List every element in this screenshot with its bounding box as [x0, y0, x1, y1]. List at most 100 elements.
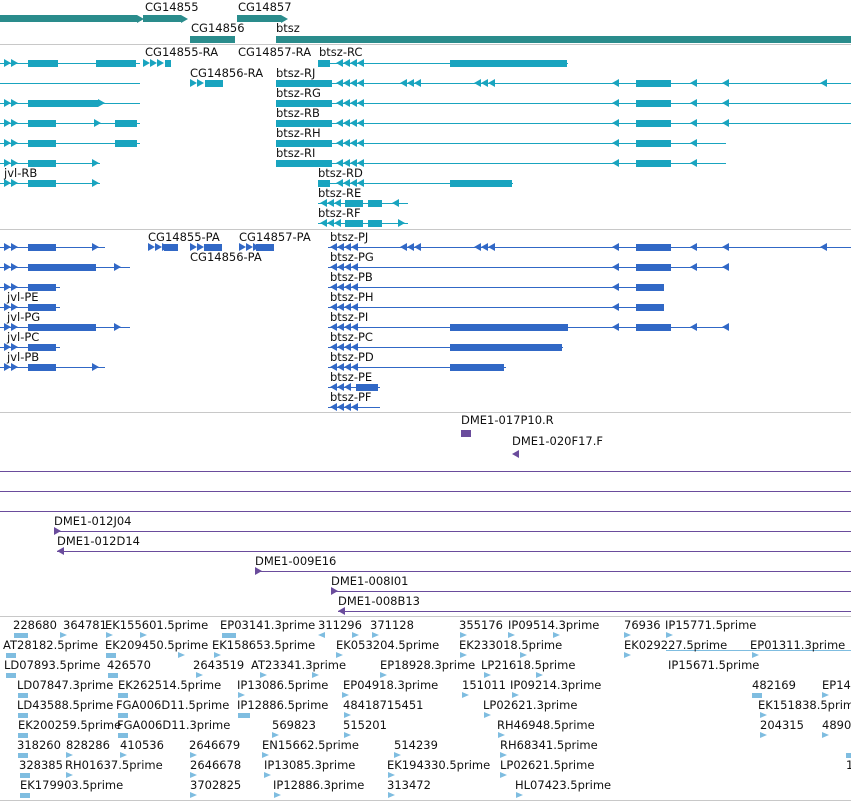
transcripts-exon[interactable]: [636, 160, 671, 167]
proteins-feature-label[interactable]: btsz-PF: [330, 390, 372, 404]
clones-feature-label[interactable]: DME1-008B13: [338, 594, 420, 608]
est-label[interactable]: 1: [846, 758, 851, 772]
proteins-feature-label[interactable]: jvl-PG: [7, 310, 41, 324]
est-arrow-right[interactable]: [190, 792, 197, 798]
est-label[interactable]: 328385: [19, 758, 63, 772]
transcripts-feature-label[interactable]: jvl-RB: [4, 166, 38, 180]
proteins-exon[interactable]: [28, 284, 56, 291]
est-arrow-right[interactable]: [516, 792, 523, 798]
transcripts-exon[interactable]: [636, 140, 671, 147]
transcripts-exon[interactable]: [345, 220, 363, 227]
est-read[interactable]: [18, 713, 28, 718]
est-arrow-right[interactable]: [666, 632, 673, 638]
transcripts-feature-label[interactable]: CG14855-RA: [145, 45, 219, 59]
est-read[interactable]: [752, 693, 762, 698]
proteins-exon[interactable]: [450, 364, 504, 371]
est-read[interactable]: [20, 773, 30, 778]
transcripts-exon[interactable]: [276, 100, 332, 107]
est-arrow-right[interactable]: [484, 712, 491, 718]
transcripts-exon[interactable]: [276, 160, 332, 167]
est-read[interactable]: [118, 693, 128, 698]
est-label[interactable]: EP14: [822, 678, 851, 692]
est-label[interactable]: 76936: [624, 618, 661, 632]
est-label[interactable]: EP18928.3prime: [380, 658, 476, 672]
est-label[interactable]: 2643519: [193, 658, 245, 672]
proteins-feature-label[interactable]: btsz-PE: [330, 370, 373, 384]
clones-feature-label[interactable]: DME1-012D14: [57, 534, 140, 548]
est-arrow-right[interactable]: [66, 772, 73, 778]
proteins-feature-label[interactable]: jvl-PC: [7, 330, 40, 344]
est-label[interactable]: EN15662.5prime: [262, 738, 359, 752]
transcripts-exon[interactable]: [28, 60, 58, 67]
proteins-feature-label[interactable]: CG14857-PA: [239, 230, 311, 244]
est-arrow-right[interactable]: [196, 672, 203, 678]
transcripts-feature-label[interactable]: btsz-RG: [276, 86, 321, 100]
est-label[interactable]: RH01637.5prime: [65, 758, 163, 772]
est-arrow-right[interactable]: [760, 732, 767, 738]
transcripts-exon[interactable]: [318, 60, 330, 67]
proteins-feature-label[interactable]: btsz-PD: [330, 350, 374, 364]
est-label[interactable]: EK179903.5prime: [20, 778, 124, 792]
genes-feature-label[interactable]: CG14856: [191, 21, 245, 35]
est-arrow-right[interactable]: [512, 692, 519, 698]
est-label[interactable]: EK158653.5prime: [212, 638, 316, 652]
est-label[interactable]: 371128: [370, 618, 414, 632]
est-label[interactable]: LD43588.5prime: [17, 698, 114, 712]
est-read[interactable]: [118, 713, 128, 718]
est-read[interactable]: [118, 733, 128, 738]
transcripts-exon[interactable]: [205, 80, 223, 87]
est-label[interactable]: EK194330.5prime: [387, 758, 491, 772]
est-arrow-right[interactable]: [380, 672, 387, 678]
est-label[interactable]: 48418715451: [343, 698, 424, 712]
est-label[interactable]: 204315: [760, 718, 804, 732]
transcripts-exon[interactable]: [450, 60, 567, 67]
est-arrow-right[interactable]: [190, 752, 197, 758]
est-label[interactable]: 2646679: [189, 738, 241, 752]
transcripts-feature-label[interactable]: btsz-RC: [319, 45, 363, 59]
transcripts-exon[interactable]: [636, 80, 671, 87]
est-label[interactable]: 482169: [752, 678, 796, 692]
transcripts-feature-label[interactable]: CG14856-RA: [190, 66, 264, 80]
est-arrow-right[interactable]: [336, 652, 343, 658]
est-label[interactable]: IP09514.3prime: [508, 618, 600, 632]
transcripts-exon[interactable]: [165, 60, 171, 67]
est-label[interactable]: 828286: [66, 738, 110, 752]
est-label[interactable]: 410536: [120, 738, 164, 752]
proteins-feature-label[interactable]: btsz-PC: [330, 330, 373, 344]
transcripts-exon[interactable]: [28, 160, 56, 167]
est-label[interactable]: IP13086.5prime: [237, 678, 329, 692]
transcripts-feature-label[interactable]: CG14857-RA: [238, 45, 312, 59]
proteins-feature-label[interactable]: jvl-PE: [7, 290, 39, 304]
est-arrow-right[interactable]: [272, 732, 279, 738]
est-label[interactable]: EP04918.3prime: [343, 678, 439, 692]
est-label[interactable]: 318260: [17, 738, 61, 752]
est-arrow-right[interactable]: [344, 732, 351, 738]
est-arrow-right[interactable]: [760, 712, 767, 718]
est-arrow-right[interactable]: [260, 672, 267, 678]
transcripts-feature-label[interactable]: btsz-RD: [318, 166, 363, 180]
est-arrow-right[interactable]: [500, 772, 507, 778]
est-label[interactable]: 2646678: [190, 758, 242, 772]
est-arrow-right[interactable]: [624, 632, 631, 638]
est-read[interactable]: [108, 673, 118, 678]
genes-exon[interactable]: [0, 15, 137, 22]
transcripts-exon[interactable]: [368, 200, 382, 207]
est-arrow-right[interactable]: [498, 732, 505, 738]
est-read[interactable]: [18, 693, 28, 698]
est-read[interactable]: [222, 633, 236, 638]
est-arrow-right[interactable]: [274, 792, 281, 798]
est-read[interactable]: [106, 653, 116, 658]
est-arrow-right[interactable]: [822, 692, 829, 698]
transcripts-exon[interactable]: [96, 60, 136, 67]
est-arrow-right[interactable]: [352, 632, 359, 638]
genes-feature-label[interactable]: CG14855: [145, 0, 199, 14]
transcripts-exon[interactable]: [28, 120, 56, 127]
est-arrow-right[interactable]: [536, 672, 543, 678]
est-read[interactable]: [18, 733, 28, 738]
transcripts-feature-label[interactable]: btsz-RH: [276, 126, 321, 140]
proteins-feature-label[interactable]: btsz-PJ: [330, 230, 369, 244]
est-arrow-right[interactable]: [462, 692, 469, 698]
proteins-feature-label[interactable]: CG14855-PA: [148, 230, 220, 244]
transcripts-feature-label[interactable]: btsz-RE: [318, 186, 362, 200]
